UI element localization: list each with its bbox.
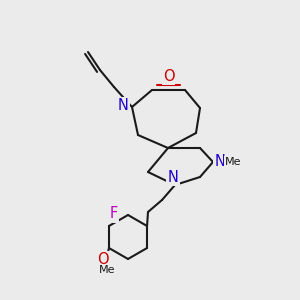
Text: N: N	[118, 98, 128, 113]
Text: O: O	[97, 253, 109, 268]
Text: N: N	[214, 154, 225, 169]
Text: Me: Me	[99, 265, 115, 275]
Text: O: O	[163, 69, 174, 84]
Text: N: N	[168, 169, 178, 184]
Text: F: F	[110, 206, 118, 221]
Text: Me: Me	[225, 157, 241, 167]
